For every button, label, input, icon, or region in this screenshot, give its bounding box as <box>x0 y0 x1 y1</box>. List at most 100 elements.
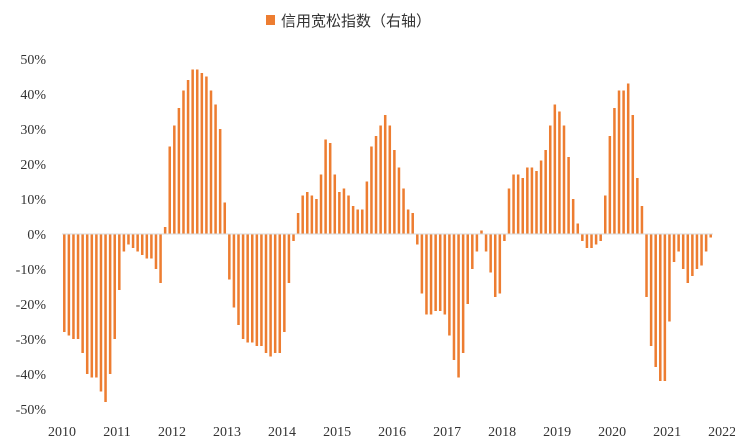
x-tick-label: 2015 <box>323 425 351 440</box>
bar <box>649 234 653 346</box>
bar <box>709 234 712 238</box>
y-tick-label: 30% <box>20 123 46 138</box>
bar <box>260 234 263 346</box>
y-tick-label: -50% <box>16 403 47 418</box>
legend-swatch <box>266 15 275 25</box>
bar <box>659 234 662 381</box>
bar <box>686 234 690 283</box>
bar <box>668 234 671 322</box>
bar <box>338 192 341 234</box>
bar <box>452 234 456 360</box>
y-tick-label: 10% <box>20 193 46 208</box>
y-tick-label: 40% <box>20 88 46 103</box>
bar <box>521 178 524 234</box>
bar <box>264 234 268 353</box>
bar <box>443 234 447 315</box>
bar <box>127 234 130 245</box>
x-tick-label: 2022 <box>708 425 735 440</box>
bar <box>223 202 227 234</box>
x-tick-label: 2011 <box>103 425 130 440</box>
bar <box>361 209 364 234</box>
bar <box>205 76 208 234</box>
bar <box>140 234 144 255</box>
bar <box>283 234 286 332</box>
bar <box>411 213 414 234</box>
bar <box>99 234 103 392</box>
bar <box>558 111 561 234</box>
bar <box>493 234 497 297</box>
bar <box>218 129 222 234</box>
bar <box>200 73 204 234</box>
bar <box>622 90 625 234</box>
bar <box>466 234 469 304</box>
bar <box>484 234 488 252</box>
bar <box>516 174 520 234</box>
bar <box>599 234 602 241</box>
bar <box>594 234 598 245</box>
bar <box>681 234 685 269</box>
bar <box>356 209 359 234</box>
bar <box>296 213 300 234</box>
y-tick-label: -40% <box>16 368 47 383</box>
bar <box>590 234 593 248</box>
bar <box>85 234 89 374</box>
y-tick-label: 50% <box>20 53 46 68</box>
bar <box>429 234 433 315</box>
bar <box>420 234 424 294</box>
bar <box>480 230 483 234</box>
bar <box>544 150 547 234</box>
bar <box>310 195 314 234</box>
bar <box>645 234 648 297</box>
bar <box>383 115 387 234</box>
bar <box>301 195 304 234</box>
bar <box>278 234 282 353</box>
y-tick-label: -20% <box>16 298 47 313</box>
bar <box>631 115 635 234</box>
bar <box>507 188 511 234</box>
bar <box>704 234 708 252</box>
bar <box>438 234 442 311</box>
bar <box>122 234 126 252</box>
bar <box>95 234 98 378</box>
bar <box>457 234 460 378</box>
x-tick-label: 2017 <box>433 425 461 440</box>
bar <box>425 234 428 315</box>
x-axis: 2010 2011 2012 2013 2014 2015 2016 2017 2018 2019… <box>48 425 735 440</box>
bar <box>608 136 612 234</box>
bar <box>319 174 323 234</box>
bar <box>636 178 639 234</box>
x-tick-label: 2020 <box>598 425 626 440</box>
bar <box>168 146 171 234</box>
bar <box>292 234 295 241</box>
bar <box>251 234 254 343</box>
bar <box>182 90 185 234</box>
bar <box>672 234 676 262</box>
bar <box>328 143 332 234</box>
bar <box>695 234 699 269</box>
bar <box>402 188 405 234</box>
bar <box>90 234 94 378</box>
bar <box>571 199 575 234</box>
bar <box>118 234 121 290</box>
bar <box>388 125 392 234</box>
bar <box>72 234 75 339</box>
bar <box>654 234 657 367</box>
bar <box>63 234 66 332</box>
bar <box>567 157 570 234</box>
y-tick-label: -30% <box>16 333 47 348</box>
bar <box>626 83 630 234</box>
bar <box>173 125 176 234</box>
bar <box>530 167 534 234</box>
bar <box>136 234 139 252</box>
bar <box>113 234 116 339</box>
y-tick-label: 20% <box>20 158 46 173</box>
x-tick-label: 2014 <box>268 425 296 440</box>
bar <box>512 174 515 234</box>
bar <box>553 104 557 234</box>
bar <box>365 181 369 234</box>
bar <box>273 234 277 353</box>
bar <box>640 206 644 234</box>
x-tick-label: 2012 <box>158 425 186 440</box>
bar <box>351 206 355 234</box>
bar <box>237 234 240 325</box>
